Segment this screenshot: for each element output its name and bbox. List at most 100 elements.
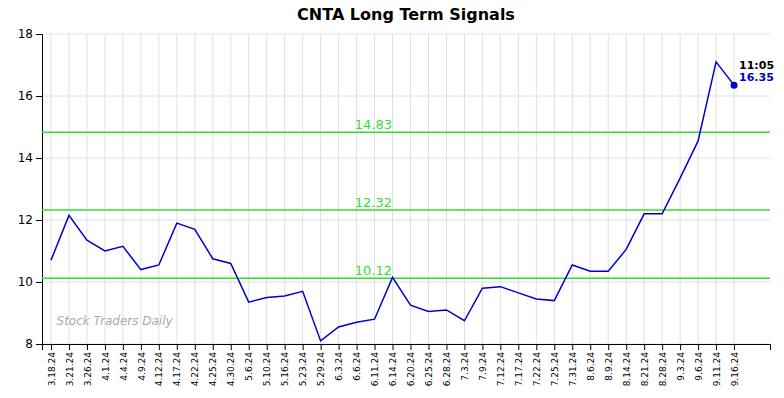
x-tick-label: 5.10.24 — [262, 352, 272, 387]
x-tick: 4.9.24 — [137, 344, 147, 381]
x-tick-mark — [644, 344, 645, 350]
grid-line-x — [302, 34, 303, 344]
x-tick-label: 8.28.24 — [658, 352, 668, 387]
chart: 810121416183.18.243.21.243.26.244.1.244.… — [0, 0, 784, 398]
grid-line-x — [482, 34, 483, 344]
x-tick: 3.21.24 — [65, 344, 75, 386]
x-axis: 3.18.243.21.243.26.244.1.244.4.244.9.244… — [43, 344, 771, 386]
grid-line-x — [248, 34, 249, 344]
grid-line-x — [194, 34, 195, 344]
grid-line-x — [284, 34, 285, 344]
x-tick: 4.25.24 — [208, 344, 218, 386]
x-tick-mark — [249, 344, 250, 350]
y-tick-mark — [36, 344, 42, 345]
x-tick: 7.9.24 — [478, 344, 488, 381]
grid-line-x — [338, 34, 339, 344]
x-tick-mark — [536, 344, 537, 350]
y-tick: 18 — [18, 27, 42, 41]
signal-label: 12.32 — [355, 195, 392, 210]
x-tick-label: 9.3.24 — [676, 352, 686, 381]
plot-area — [42, 62, 770, 341]
x-tick-mark — [321, 344, 322, 350]
x-tick: 6.3.24 — [334, 344, 344, 381]
x-tick-label: 8.6.24 — [586, 352, 596, 381]
grid-line-x — [50, 34, 51, 344]
x-tick-mark — [51, 344, 52, 350]
x-tick-label: 6.3.24 — [334, 352, 344, 381]
x-tick-label: 4.30.24 — [226, 352, 236, 387]
x-tick-label: 6.6.24 — [352, 352, 362, 381]
x-tick-label: 7.31.24 — [568, 352, 578, 387]
x-tick: 9.16.24 — [730, 344, 740, 386]
x-tick-mark — [141, 344, 142, 350]
y-axis-line — [36, 35, 43, 345]
annotations: 14.8312.3210.1211:0516.35Stock Traders D… — [57, 59, 775, 328]
x-tick: 5.6.24 — [244, 344, 254, 381]
grid-line-x — [392, 34, 393, 344]
x-tick-label: 9.11.24 — [712, 352, 722, 387]
x-tick-label: 7.22.24 — [532, 352, 542, 387]
x-tick: 8.9.24 — [604, 344, 614, 381]
grid-line-x — [410, 34, 411, 344]
signal-label: 10.12 — [355, 263, 392, 278]
title: CNTA Long Term Signals — [297, 5, 515, 24]
x-tick: 6.11.24 — [370, 344, 380, 386]
x-tick-mark — [69, 344, 70, 350]
x-tick-label: 7.12.24 — [496, 352, 506, 387]
x-tick-mark — [698, 344, 699, 350]
x-tick: 6.6.24 — [352, 344, 362, 381]
x-tick-label: 3.18.24 — [47, 352, 57, 387]
y-tick: 14 — [18, 151, 42, 165]
y-tick-label: 14 — [18, 151, 33, 165]
x-tick-label: 4.1.24 — [101, 352, 111, 381]
grid-line-y — [42, 282, 770, 283]
grid — [42, 34, 770, 344]
grid-line-x — [464, 34, 465, 344]
x-tick-mark — [375, 344, 376, 350]
x-tick-label: 7.3.24 — [460, 352, 470, 381]
y-tick-mark — [36, 220, 42, 221]
x-tick: 4.17.24 — [172, 344, 182, 386]
signal-line — [42, 278, 770, 280]
x-tick: 7.12.24 — [496, 344, 506, 386]
x-tick-mark — [105, 344, 106, 350]
x-tick-mark — [339, 344, 340, 350]
y-tick-label: 12 — [18, 213, 33, 227]
grid-line-x — [734, 34, 735, 344]
signal-label: 14.83 — [355, 117, 392, 132]
grid-line-x — [518, 34, 519, 344]
grid-line-x — [212, 34, 213, 344]
x-tick-mark — [303, 344, 304, 350]
x-tick-label: 7.17.24 — [514, 352, 524, 387]
x-tick-label: 8.21.24 — [640, 352, 650, 387]
x-tick-label: 7.9.24 — [478, 352, 488, 381]
x-tick: 5.10.24 — [262, 344, 272, 386]
x-tick-mark — [500, 344, 501, 350]
x-tick-label: 6.11.24 — [370, 352, 380, 387]
x-tick-mark — [357, 344, 358, 350]
x-tick-label: 5.23.24 — [298, 352, 308, 387]
y-tick-label: 18 — [18, 27, 33, 41]
x-tick: 6.25.24 — [424, 344, 434, 386]
x-tick: 7.17.24 — [514, 344, 524, 386]
x-tick-label: 4.12.24 — [154, 352, 164, 387]
x-tick-label: 6.25.24 — [424, 352, 434, 387]
grid-line-x — [662, 34, 663, 344]
signal-line — [42, 209, 770, 211]
grid-line-x — [536, 34, 537, 344]
x-tick-mark — [285, 344, 286, 350]
y-tick-mark — [36, 34, 42, 35]
x-tick: 4.12.24 — [154, 344, 164, 386]
grid-line-y — [42, 96, 770, 97]
x-tick-label: 6.20.24 — [406, 352, 416, 387]
x-tick: 5.23.24 — [298, 344, 308, 386]
x-axis-line — [43, 345, 771, 351]
x-tick-label: 9.6.24 — [694, 352, 704, 381]
grid-line-x — [320, 34, 321, 344]
x-tick-label: 4.25.24 — [208, 352, 218, 387]
x-tick-label: 4.17.24 — [172, 352, 182, 387]
y-tick-mark — [36, 158, 42, 159]
grid-line-x — [590, 34, 591, 344]
y-tick-label: 16 — [18, 89, 33, 103]
x-tick-label: 8.14.24 — [622, 352, 632, 387]
